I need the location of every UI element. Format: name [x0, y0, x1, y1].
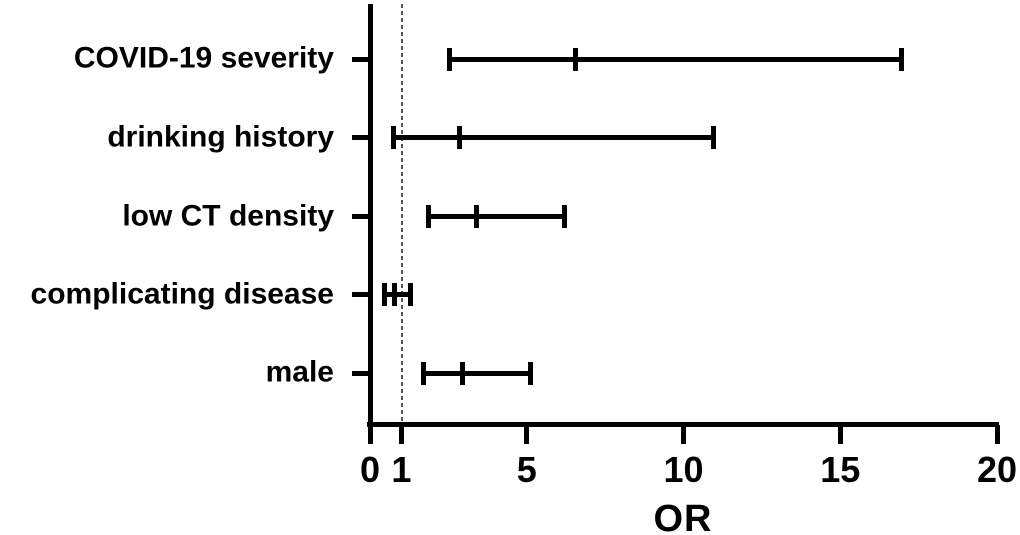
- error-bar-cap-low: [421, 361, 427, 385]
- x-axis-tick-label: 0: [359, 449, 381, 490]
- y-axis-tick: [352, 56, 370, 62]
- error-bar-cap-high: [710, 126, 716, 149]
- error-bar-cap-low: [447, 47, 453, 71]
- x-axis-title: OR: [653, 498, 713, 535]
- y-axis-tick: [352, 292, 370, 297]
- or-point-marker: [391, 283, 397, 306]
- or-point-marker: [572, 47, 578, 71]
- y-axis-line: [367, 4, 373, 444]
- or-point-marker: [473, 205, 479, 228]
- x-axis-tick: [524, 424, 530, 444]
- x-axis-tick: [681, 424, 686, 444]
- error-bar-cap-low: [381, 283, 387, 306]
- or-point-marker: [459, 361, 465, 385]
- reference-line-or-1: [400, 4, 403, 423]
- x-axis-tick-label: 20: [976, 449, 1018, 490]
- error-bar-line: [393, 135, 714, 140]
- error-bar-cap-low: [391, 126, 396, 149]
- error-bar-cap-high: [528, 361, 534, 385]
- x-axis-tick: [367, 424, 373, 444]
- x-axis-tick-label: 5: [516, 449, 537, 490]
- category-label: drinking history: [107, 119, 334, 153]
- x-axis-tick-label: 1: [391, 449, 412, 490]
- category-label: COVID-19 severity: [73, 41, 334, 75]
- error-bar-cap-high: [407, 283, 413, 306]
- error-bar-line: [423, 370, 531, 376]
- y-axis-tick: [352, 370, 370, 376]
- error-bar-line: [449, 56, 902, 62]
- error-bar-cap-high: [562, 205, 568, 228]
- error-bar-cap-high: [898, 47, 904, 71]
- error-bar-line: [428, 214, 565, 219]
- category-label: complicating disease: [30, 276, 334, 310]
- x-axis-tick: [398, 424, 404, 444]
- x-axis-tick-label: 10: [663, 449, 704, 490]
- error-bar-line: [384, 292, 411, 297]
- x-axis-tick: [837, 424, 843, 444]
- error-bar-cap-low: [426, 205, 432, 228]
- or-point-marker: [457, 126, 463, 149]
- y-axis-tick: [352, 214, 370, 219]
- x-axis-tick: [994, 424, 1000, 444]
- category-label: male: [265, 355, 334, 389]
- y-axis-tick: [352, 135, 370, 140]
- category-label: low CT density: [122, 198, 334, 232]
- x-axis-tick-label: 15: [820, 449, 861, 490]
